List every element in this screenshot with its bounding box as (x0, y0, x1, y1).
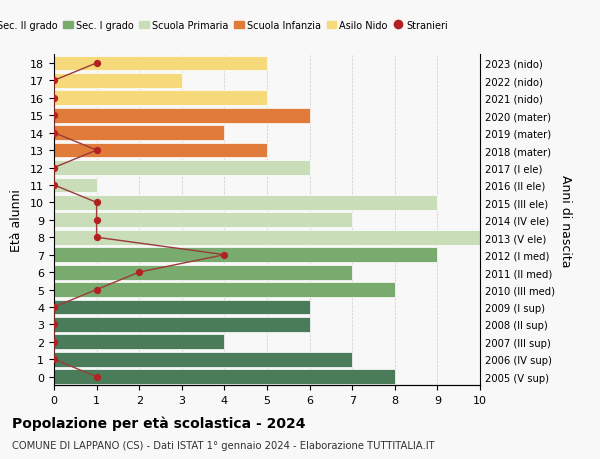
Point (49, 130, 59, 137)
Point (220, 252, 229, 259)
Bar (54, 265, 352, 280)
Bar (54, 282, 395, 297)
Point (49, 321, 59, 328)
Point (92, 60, 101, 67)
Point (92, 234, 101, 241)
Point (49, 182, 59, 189)
Bar (54, 369, 395, 384)
Point (92, 147, 101, 154)
Bar (54, 74, 182, 89)
Bar (54, 91, 267, 106)
Bar (54, 317, 310, 332)
Point (92, 217, 101, 224)
Point (49, 303, 59, 311)
Bar (54, 213, 352, 228)
Bar (54, 143, 267, 158)
Bar (54, 335, 224, 349)
Bar (54, 109, 310, 123)
Point (92, 286, 101, 294)
Point (49, 112, 59, 120)
Point (49, 338, 59, 346)
Point (49, 95, 59, 102)
Y-axis label: Anni di nascita: Anni di nascita (559, 174, 572, 267)
Point (49, 356, 59, 363)
Bar (54, 56, 267, 71)
Point (92, 373, 101, 381)
Bar (54, 161, 310, 175)
Point (49, 78, 59, 85)
Bar (54, 300, 310, 315)
Point (49, 164, 59, 172)
Point (134, 269, 144, 276)
Point (92, 199, 101, 207)
Bar (54, 230, 480, 245)
Bar (54, 196, 437, 210)
Bar (54, 126, 224, 141)
Legend: Sec. II grado, Sec. I grado, Scuola Primaria, Scuola Infanzia, Asilo Nido, Stran: Sec. II grado, Sec. I grado, Scuola Prim… (0, 17, 452, 35)
Bar (54, 178, 97, 193)
Bar (54, 352, 352, 367)
Y-axis label: Età alunni: Età alunni (10, 189, 23, 252)
Bar (54, 248, 437, 263)
Text: COMUNE DI LAPPANO (CS) - Dati ISTAT 1° gennaio 2024 - Elaborazione TUTTITALIA.IT: COMUNE DI LAPPANO (CS) - Dati ISTAT 1° g… (12, 440, 434, 450)
Text: Popolazione per età scolastica - 2024: Popolazione per età scolastica - 2024 (12, 415, 305, 430)
